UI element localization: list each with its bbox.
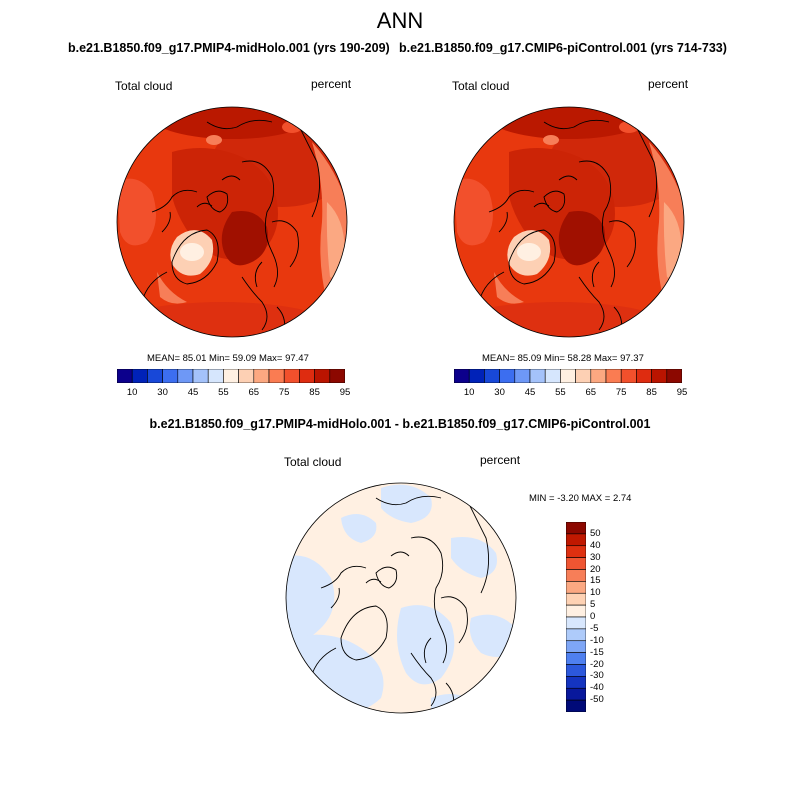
colorbar-panel-1-tick-label: 45 bbox=[187, 387, 199, 398]
colorbar-panel-1-tick-label: 55 bbox=[218, 387, 229, 398]
colorbar-panel-1-swatch bbox=[314, 369, 331, 383]
map-panel-2 bbox=[453, 106, 685, 338]
colorbar-panel-1-swatch bbox=[131, 369, 148, 383]
colorbar-panel-2-tick-label: 45 bbox=[524, 387, 536, 398]
colorbar-panel-3-swatch bbox=[566, 664, 586, 677]
colorbar-panel-2-swatch bbox=[560, 369, 576, 383]
colorbar-panel-2-swatch bbox=[605, 369, 622, 383]
colorbar-panel-1-tick-label: 65 bbox=[248, 387, 260, 398]
colorbar-panel-3-tick-label: -30 bbox=[590, 670, 604, 682]
colorbar-panel-3-tick-label: -40 bbox=[590, 682, 604, 694]
panel-1-stats: MEAN= 85.01 Min= 59.09 Max= 97.47 bbox=[147, 353, 309, 364]
colorbar-panel-2-ticks: 10 30 45 55 65 75 85 95 bbox=[454, 387, 687, 401]
colorbar-panel-3-swatch bbox=[566, 616, 586, 630]
colorbar-panel-3-swatch bbox=[566, 640, 586, 653]
colorbar-panel-2-swatch bbox=[666, 369, 682, 383]
panel-3-variable-label: Total cloud bbox=[284, 455, 342, 469]
colorbar-panel-3-tick-label: 20 bbox=[590, 563, 601, 575]
colorbar-panel-3 bbox=[566, 522, 586, 712]
page-title: ANN bbox=[376, 8, 424, 33]
colorbar-panel-2-swatch bbox=[454, 369, 470, 383]
colorbar-panel-1-swatch bbox=[207, 369, 224, 383]
colorbar-panel-1-tick-label: 30 bbox=[157, 387, 168, 398]
colorbar-panel-1-tick-label: 75 bbox=[278, 387, 290, 398]
panel-1-variable-label: Total cloud bbox=[115, 79, 173, 93]
colorbar-panel-3-swatch bbox=[566, 687, 586, 701]
panel-1-units-label: percent bbox=[311, 77, 352, 91]
colorbar-panel-2-swatch bbox=[514, 369, 531, 383]
colorbar-panel-3-ticks: 50 40 30 20 15 10 5 0 -5 -10 -15 -20 -30 -40 -50 bbox=[590, 522, 630, 712]
colorbar-panel-2-tick-label: 75 bbox=[615, 387, 627, 398]
colorbar-panel-3-swatch bbox=[566, 545, 586, 558]
colorbar-panel-2-swatch bbox=[484, 369, 500, 383]
map-panel-3-difference bbox=[285, 482, 517, 714]
colorbar-panel-3-tick-label: -20 bbox=[590, 658, 604, 670]
colorbar-panel-1-tick-label: 85 bbox=[309, 387, 320, 398]
colorbar-panel-2-swatch bbox=[651, 369, 668, 383]
colorbar-panel-3-swatch bbox=[566, 522, 586, 535]
colorbar-panel-2 bbox=[454, 369, 682, 383]
colorbar-panel-3-tick-label: 5 bbox=[590, 599, 596, 611]
colorbar-panel-1-swatch bbox=[283, 369, 300, 383]
colorbar-panel-1-swatch bbox=[147, 369, 163, 383]
colorbar-panel-1-tick-label: 10 bbox=[126, 387, 138, 398]
colorbar-panel-3-swatch bbox=[566, 557, 586, 570]
colorbar-panel-3-tick-label: 40 bbox=[590, 539, 601, 551]
colorbar-panel-2-swatch bbox=[575, 369, 592, 383]
colorbar-panel-1-swatch bbox=[299, 369, 315, 383]
colorbar-panel-2-swatch bbox=[590, 369, 607, 383]
colorbar-panel-1-swatch bbox=[177, 369, 194, 383]
colorbar-panel-3-tick-label: 30 bbox=[590, 551, 601, 563]
colorbar-panel-3-swatch bbox=[566, 652, 586, 665]
colorbar-panel-2-swatch bbox=[544, 369, 561, 383]
colorbar-panel-2-swatch bbox=[499, 369, 516, 383]
colorbar-panel-3-tick-label: 10 bbox=[590, 587, 601, 599]
colorbar-panel-3-swatch bbox=[566, 604, 586, 618]
map-panel-1 bbox=[116, 106, 348, 338]
colorbar-panel-2-tick-label: 85 bbox=[646, 387, 657, 398]
panel-2-stats: MEAN= 85.09 Min= 58.28 Max= 97.37 bbox=[482, 353, 644, 364]
colorbar-panel-1-swatch bbox=[223, 369, 239, 383]
panel-2-units-label: percent bbox=[648, 77, 689, 91]
colorbar-panel-3-tick-label: -15 bbox=[590, 646, 604, 658]
colorbar-panel-2-tick-label: 55 bbox=[555, 387, 566, 398]
colorbar-panel-1-swatch bbox=[117, 369, 133, 383]
colorbar-panel-2-tick-label: 95 bbox=[676, 387, 688, 398]
panel-1-header: b.e21.B1850.f09_g17.PMIP4-midHolo.001 (y… bbox=[68, 41, 390, 55]
colorbar-panel-1-swatch bbox=[162, 369, 179, 383]
colorbar-panel-2-swatch bbox=[468, 369, 485, 383]
colorbar-panel-3-swatch bbox=[566, 676, 586, 689]
panel-2-header: b.e21.B1850.f09_g17.CMIP6-piControl.001 … bbox=[399, 41, 727, 55]
colorbar-panel-2-tick-label: 10 bbox=[463, 387, 475, 398]
colorbar-panel-2-tick-label: 30 bbox=[494, 387, 505, 398]
colorbar-panel-3-tick-label: -5 bbox=[590, 622, 599, 634]
colorbar-panel-3-tick-label: -50 bbox=[590, 694, 604, 706]
colorbar-panel-3-tick-label: 50 bbox=[590, 527, 601, 539]
colorbar-panel-3-tick-label: -10 bbox=[590, 634, 604, 646]
colorbar-panel-3-tick-label: 15 bbox=[590, 575, 601, 587]
colorbar-panel-1-tick-label: 95 bbox=[339, 387, 351, 398]
colorbar-panel-3-swatch bbox=[566, 592, 586, 606]
colorbar-panel-1-swatch bbox=[253, 369, 270, 383]
colorbar-panel-3-swatch bbox=[566, 699, 586, 712]
colorbar-panel-1-swatch bbox=[238, 369, 255, 383]
colorbar-panel-2-swatch bbox=[620, 369, 637, 383]
panel-2-variable-label: Total cloud bbox=[452, 79, 510, 93]
colorbar-panel-3-swatch bbox=[566, 628, 586, 642]
colorbar-panel-2-swatch bbox=[636, 369, 652, 383]
colorbar-panel-3-swatch bbox=[566, 581, 586, 594]
colorbar-panel-3-swatch bbox=[566, 533, 586, 547]
panel-3-header: b.e21.B1850.f09_g17.PMIP4-midHolo.001 - … bbox=[149, 417, 651, 431]
colorbar-panel-1 bbox=[117, 369, 345, 383]
colorbar-panel-3-tick-label: 0 bbox=[590, 611, 596, 622]
colorbar-panel-1-ticks: 10 30 45 55 65 75 85 95 bbox=[117, 387, 350, 401]
colorbar-panel-2-tick-label: 65 bbox=[585, 387, 597, 398]
panel-3-units-label: percent bbox=[480, 453, 521, 467]
colorbar-panel-1-swatch bbox=[268, 369, 285, 383]
colorbar-panel-2-swatch bbox=[529, 369, 546, 383]
colorbar-panel-1-swatch bbox=[329, 369, 345, 383]
colorbar-panel-1-swatch bbox=[192, 369, 209, 383]
panel-3-stats: MIN = -3.20 MAX = 2.74 bbox=[529, 493, 632, 504]
colorbar-panel-3-swatch bbox=[566, 569, 586, 582]
